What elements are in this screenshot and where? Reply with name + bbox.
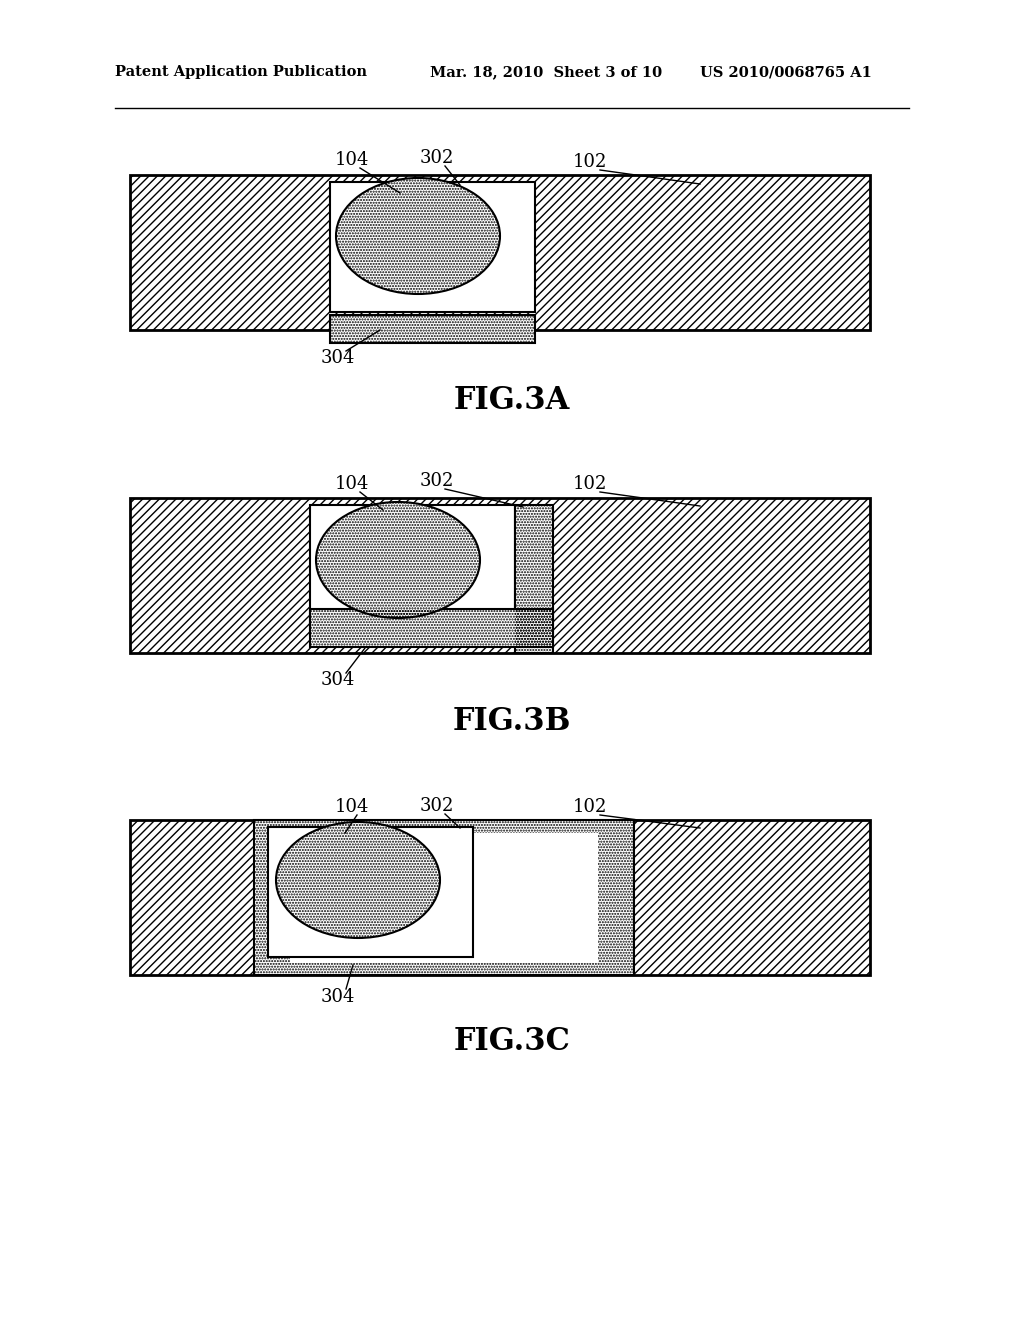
Text: FIG.3A: FIG.3A xyxy=(454,385,570,416)
Bar xyxy=(130,176,870,330)
Bar xyxy=(130,498,870,653)
Bar xyxy=(268,828,473,957)
Text: 104: 104 xyxy=(335,150,370,169)
Bar xyxy=(515,506,553,653)
Ellipse shape xyxy=(316,502,480,618)
Text: 102: 102 xyxy=(572,475,607,492)
Text: 304: 304 xyxy=(321,987,355,1006)
Text: 302: 302 xyxy=(420,149,455,168)
Bar xyxy=(330,315,535,343)
Text: 302: 302 xyxy=(420,797,455,814)
Bar xyxy=(310,506,515,635)
Text: FIG.3B: FIG.3B xyxy=(453,706,571,737)
Text: 304: 304 xyxy=(321,671,355,689)
Bar xyxy=(330,182,535,312)
Bar xyxy=(330,315,535,343)
Bar xyxy=(515,506,553,653)
Bar xyxy=(130,820,870,975)
Bar xyxy=(254,820,634,975)
Bar xyxy=(130,498,870,653)
Text: 302: 302 xyxy=(420,473,455,490)
Text: 102: 102 xyxy=(572,153,607,172)
Text: Mar. 18, 2010  Sheet 3 of 10: Mar. 18, 2010 Sheet 3 of 10 xyxy=(430,65,663,79)
Text: FIG.3C: FIG.3C xyxy=(454,1026,570,1057)
Bar xyxy=(254,820,634,975)
Ellipse shape xyxy=(336,178,500,294)
Text: 104: 104 xyxy=(335,799,370,816)
Bar xyxy=(290,833,598,964)
Ellipse shape xyxy=(276,822,440,939)
Bar xyxy=(254,820,634,975)
Text: Patent Application Publication: Patent Application Publication xyxy=(115,65,367,79)
Text: 304: 304 xyxy=(321,348,355,367)
Text: 102: 102 xyxy=(572,799,607,816)
Text: US 2010/0068765 A1: US 2010/0068765 A1 xyxy=(700,65,871,79)
Bar xyxy=(130,820,870,975)
Text: 104: 104 xyxy=(335,475,370,492)
Bar xyxy=(310,609,553,647)
Bar xyxy=(310,609,553,647)
Bar xyxy=(130,176,870,330)
